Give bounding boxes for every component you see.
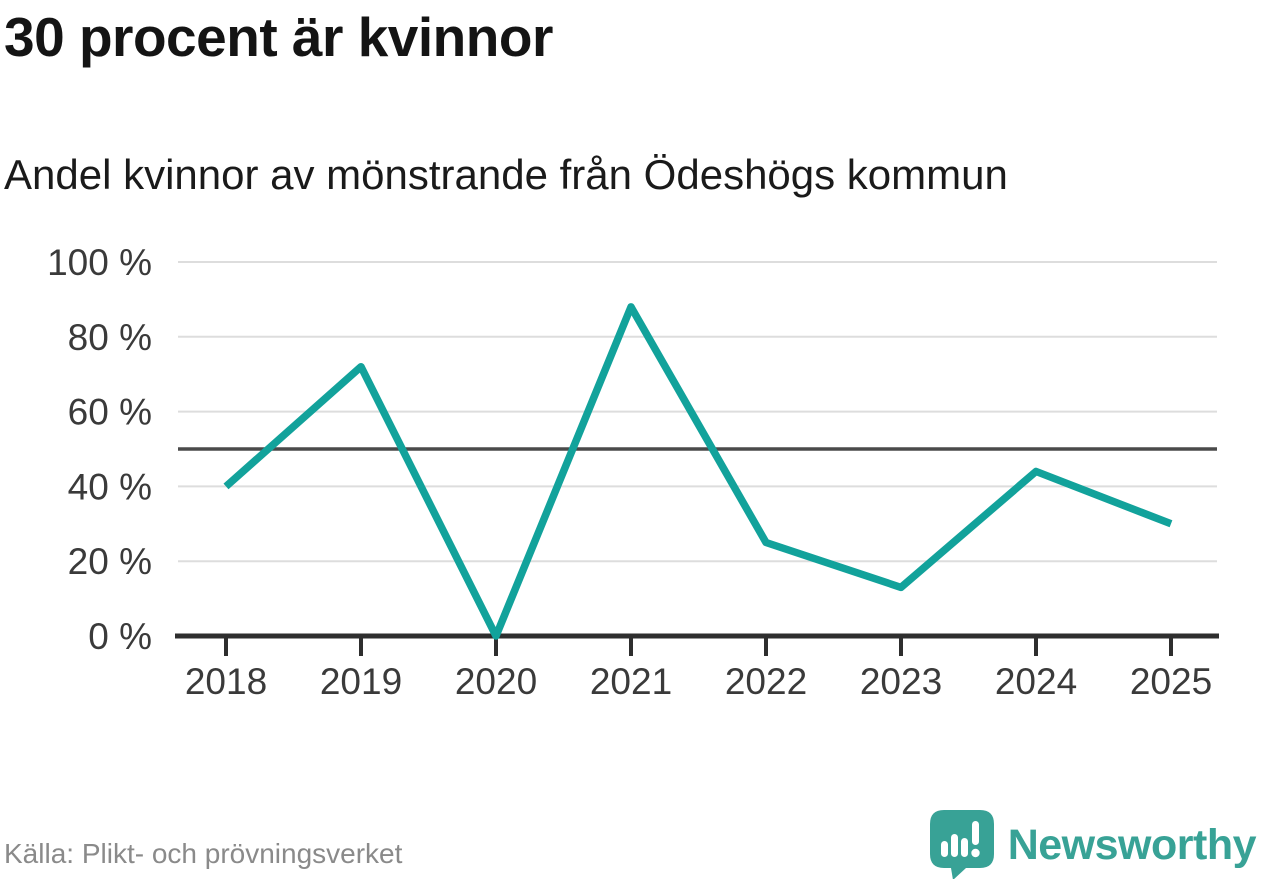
- y-axis-tick-label: 20 %: [68, 541, 152, 582]
- x-axis-tick-label: 2020: [455, 661, 537, 702]
- x-axis-tick-label: 2018: [185, 661, 267, 702]
- page-title: 30 procent är kvinnor: [4, 6, 553, 68]
- y-axis-tick-label: 80 %: [68, 317, 152, 358]
- line-chart-svg: 100 % 80 % 60 % 40 % 20 % 0 % 2018 2019 2020 2021…: [47, 242, 1219, 702]
- x-axis-tick-label: 2025: [1130, 661, 1212, 702]
- x-axis-tick-label: 2023: [860, 661, 942, 702]
- x-axis-tick-label: 2024: [995, 661, 1077, 702]
- y-axis-tick-label: 40 %: [68, 466, 152, 507]
- line-chart: 100 % 80 % 60 % 40 % 20 % 0 % 2018 2019 2020 2021…: [0, 230, 1262, 710]
- newsworthy-logo-icon: [929, 810, 994, 879]
- y-axis-tick-label: 100 %: [47, 242, 152, 283]
- chart-subtitle: Andel kvinnor av mönstrande från Ödeshög…: [4, 151, 1008, 198]
- brand-name: Newsworthy: [1007, 820, 1257, 869]
- y-axis-tick-label: 60 %: [68, 392, 152, 433]
- source-note: Källa: Plikt- och prövningsverket: [4, 838, 403, 869]
- x-axis-tick-label: 2019: [320, 661, 402, 702]
- x-axis-tick-label: 2022: [725, 661, 807, 702]
- y-axis-tick-label: 0 %: [88, 616, 152, 657]
- brand-logo: Newsworthy: [929, 810, 1257, 879]
- data-series-line: [223, 303, 1173, 640]
- x-axis-tick-label: 2021: [590, 661, 672, 702]
